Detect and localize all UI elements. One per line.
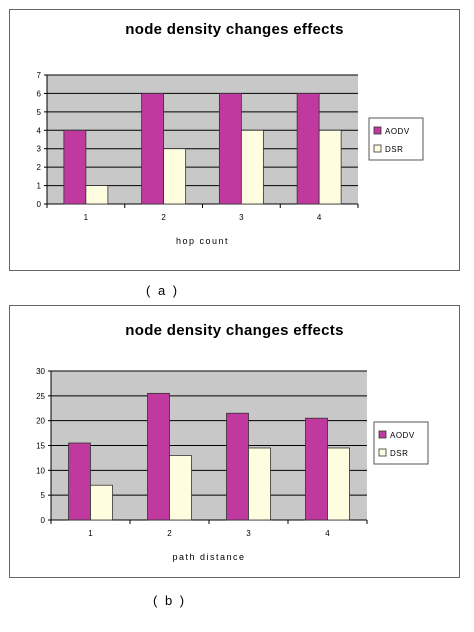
bar-dsr-4 bbox=[318, 129, 342, 205]
x-tick-label: 1 bbox=[88, 529, 93, 538]
bar-dsr-1 bbox=[85, 185, 109, 205]
bar-aodv-4 bbox=[305, 417, 328, 521]
legend-swatch-aodv bbox=[373, 126, 382, 135]
y-tick-label: 25 bbox=[36, 392, 45, 401]
chart-title: node density changes effects bbox=[125, 21, 344, 38]
bar-aodv-2 bbox=[141, 93, 165, 205]
x-tick-label: 4 bbox=[317, 213, 322, 222]
y-tick-label: 15 bbox=[36, 442, 45, 451]
y-tick-label: 7 bbox=[37, 71, 42, 80]
legend-label-dsr: DSR bbox=[390, 449, 408, 458]
bar-aodv-3 bbox=[218, 93, 242, 205]
bar-aodv-4 bbox=[296, 93, 320, 205]
bar-dsr-4 bbox=[327, 447, 350, 521]
caption-a: ( a ) bbox=[146, 283, 180, 298]
bar-aodv-2 bbox=[147, 392, 170, 521]
y-tick-label: 1 bbox=[37, 182, 42, 191]
legend-label-dsr: DSR bbox=[385, 145, 403, 154]
legend-swatch-aodv bbox=[378, 430, 387, 439]
x-tick-label: 2 bbox=[161, 213, 166, 222]
x-tick-label: 2 bbox=[167, 529, 172, 538]
chart-b: node density changes effects 0 5 10 15 20 25 3… bbox=[9, 305, 460, 578]
y-tick-label: 5 bbox=[41, 491, 46, 500]
bar-dsr-2 bbox=[169, 455, 192, 521]
bar-dsr-1 bbox=[90, 484, 113, 521]
bar-dsr-3 bbox=[240, 129, 264, 205]
caption-b: ( b ) bbox=[153, 593, 187, 608]
y-tick-label: 0 bbox=[41, 516, 46, 525]
legend bbox=[373, 421, 429, 465]
chart-b-plot: 0 5 10 15 20 25 30 1 2 3 4 path distance AODV DSR bbox=[36, 367, 429, 562]
y-tick-label: 0 bbox=[37, 200, 42, 209]
y-tick-label: 20 bbox=[36, 417, 45, 426]
legend-label-aodv: AODV bbox=[385, 127, 410, 136]
chart-a: node density changes effects 0 1 2 3 4 5 6 7 1 2 3… bbox=[9, 9, 460, 271]
x-axis-label: path distance bbox=[172, 552, 245, 562]
x-tick-label: 1 bbox=[84, 213, 89, 222]
x-axis-label: hop count bbox=[176, 236, 229, 246]
y-tick-label: 6 bbox=[37, 89, 42, 98]
bar-dsr-3 bbox=[248, 447, 271, 521]
legend-swatch-dsr bbox=[378, 448, 387, 457]
y-tick-label: 5 bbox=[37, 108, 42, 117]
x-tick-label: 3 bbox=[246, 529, 251, 538]
y-tick-label: 30 bbox=[36, 367, 45, 376]
bar-aodv-3 bbox=[226, 412, 249, 521]
bar-dsr-2 bbox=[163, 148, 187, 205]
chart-a-plot: 0 1 2 3 4 5 6 7 1 2 3 4 hop count AODV DSR bbox=[37, 71, 424, 246]
legend-label-aodv: AODV bbox=[390, 431, 415, 440]
x-tick-label: 3 bbox=[239, 213, 244, 222]
bar-aodv-1 bbox=[63, 129, 87, 205]
x-tick-label: 4 bbox=[325, 529, 330, 538]
bar-aodv-1 bbox=[68, 442, 91, 521]
y-tick-label: 4 bbox=[37, 126, 42, 135]
y-tick-label: 3 bbox=[37, 145, 42, 154]
y-tick-label: 2 bbox=[37, 163, 42, 172]
y-tick-label: 10 bbox=[36, 466, 45, 475]
legend bbox=[368, 117, 424, 161]
legend-swatch-dsr bbox=[373, 144, 382, 153]
chart-title: node density changes effects bbox=[125, 322, 344, 339]
